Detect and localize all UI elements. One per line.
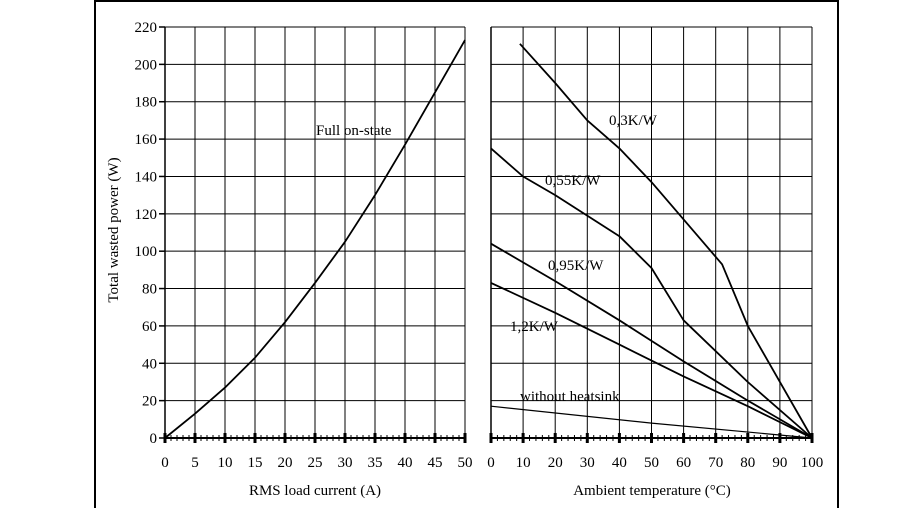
y-tick-label: 60: [142, 319, 157, 335]
y-tick-label: 220: [135, 20, 158, 36]
y-tick-label: 120: [135, 207, 158, 223]
label-0-95kw: 0,95K/W: [548, 258, 604, 274]
right-series-line-0: [519, 43, 813, 439]
left-series-line-0: [164, 39, 466, 439]
left-x-tick-label: 50: [458, 455, 473, 471]
y-tick-label: 100: [135, 244, 158, 260]
right-x-tick-label: 80: [740, 455, 755, 471]
right-series-line-2: [490, 242, 813, 439]
left-x-tick-label: 35: [368, 455, 383, 471]
left-x-tick-label: 20: [278, 455, 293, 471]
label-full-on-state: Full on-state: [316, 123, 392, 139]
y-tick-label: 20: [142, 394, 157, 410]
y-tick-label: 160: [135, 132, 158, 148]
left-x-tick-label: 30: [338, 455, 353, 471]
right-x-tick-label: 30: [580, 455, 595, 471]
left-x-tick-label: 10: [218, 455, 233, 471]
right-x-tick-label: 0: [487, 455, 495, 471]
left-series-group: [164, 39, 466, 439]
right-series-line-4: [490, 405, 813, 439]
right-series-line-1: [490, 147, 813, 439]
label-0-3kw: 0,3K/W: [609, 113, 658, 129]
y-axis-title: Total wasted power (W): [106, 157, 122, 302]
right-x-tick-label: 90: [772, 455, 787, 471]
right-x-tick-label: 20: [548, 455, 563, 471]
right-x-tick-label: 40: [612, 455, 627, 471]
left-x-tick-label: 45: [428, 455, 443, 471]
y-tick-label: 180: [135, 95, 158, 111]
y-tick-label: 80: [142, 282, 157, 298]
right-series-line-3: [490, 282, 813, 439]
left-grid: [159, 26, 467, 443]
right-x-tick-label: 70: [708, 455, 723, 471]
right-x-tick-label: 50: [644, 455, 659, 471]
right-series-group: [490, 43, 813, 439]
y-tick-label: 200: [135, 57, 158, 73]
left-x-tick-label: 5: [191, 455, 199, 471]
left-x-tick-label: 15: [248, 455, 263, 471]
y-tick-label: 0: [150, 431, 158, 447]
y-tick-label: 140: [135, 169, 158, 185]
left-x-tick-label: 40: [398, 455, 413, 471]
right-grid: [489, 26, 814, 443]
left-x-axis-title: RMS load current (A): [249, 483, 381, 499]
label-0-55kw: 0,55K/W: [545, 173, 601, 189]
left-x-tick-label: 25: [308, 455, 323, 471]
right-x-axis-title: Ambient temperature (°C): [573, 483, 731, 499]
right-x-tick-label: 10: [516, 455, 531, 471]
label-1-2kw: 1,2K/W: [510, 319, 559, 335]
label-without-heatsink: without heatsink: [520, 389, 620, 405]
y-tick-label: 40: [142, 356, 157, 372]
right-x-tick-label: 100: [801, 455, 824, 471]
right-x-tick-label: 60: [676, 455, 691, 471]
tick-labels: 0 5 10 15 20 25 30 35 40 45 5002040608010012014016…: [135, 20, 824, 471]
left-x-tick-label: 0: [161, 455, 169, 471]
